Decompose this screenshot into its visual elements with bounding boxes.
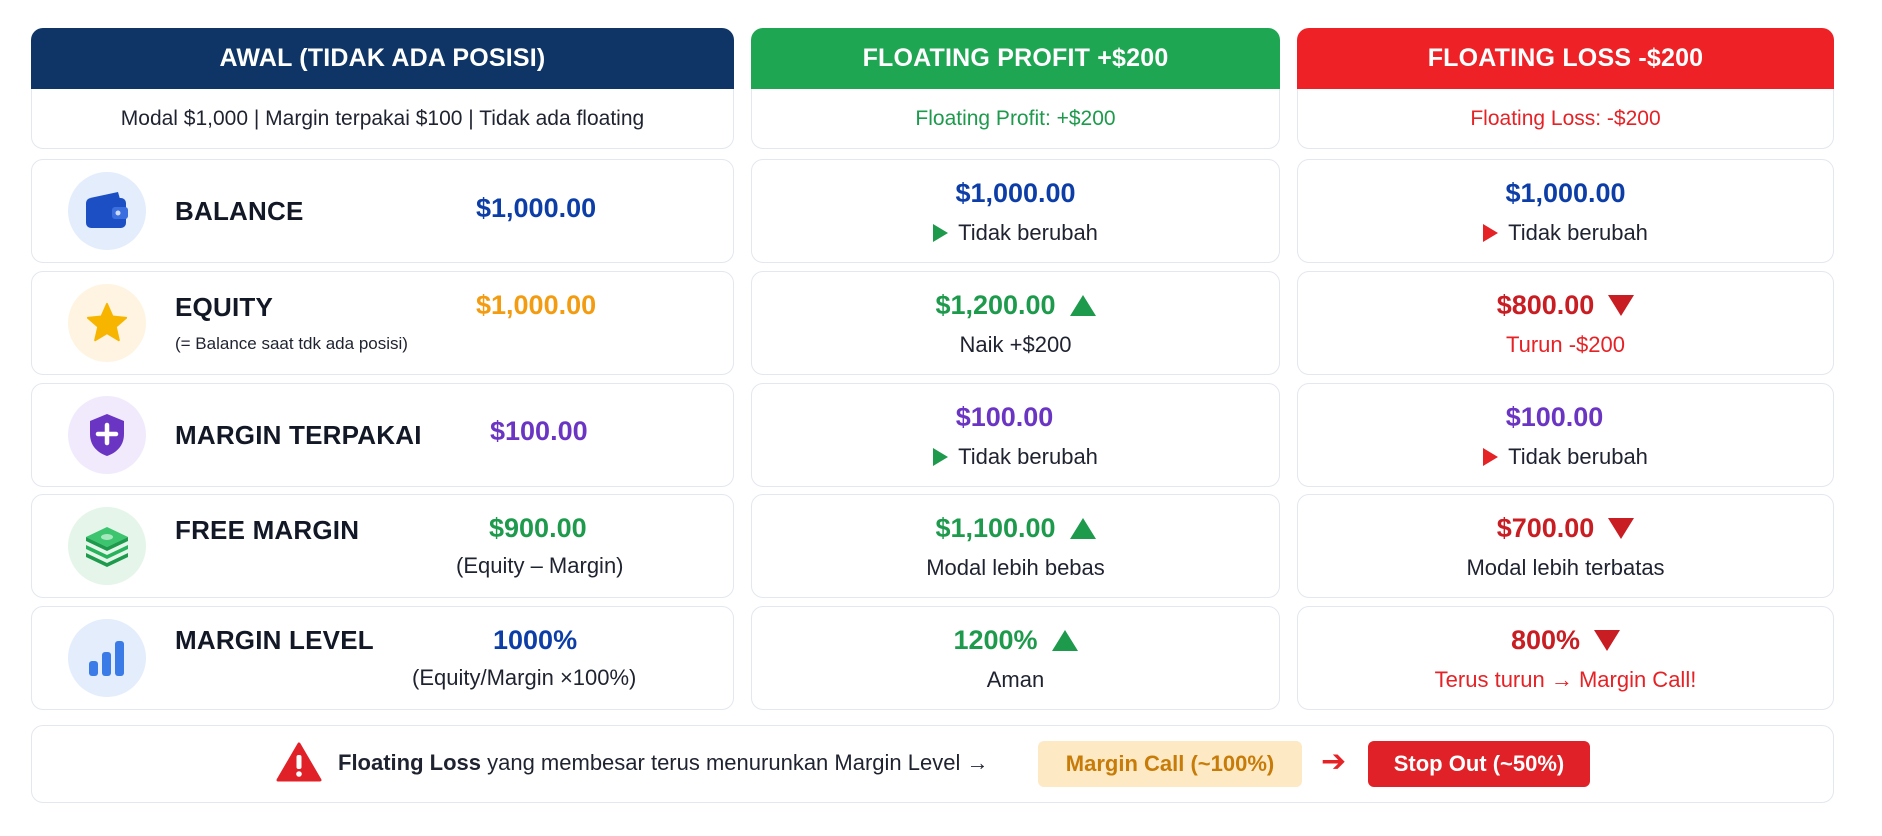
bar-chart-icon [68,619,146,697]
arrow-down-icon [1608,295,1635,316]
shield-icon [68,396,146,474]
note-equity-profit: Naik +$200 [959,332,1072,357]
star-icon [68,284,146,362]
row-equity-profit: $1,200.00 Naik +$200 [751,271,1280,375]
label-equity: EQUITY [175,292,273,322]
note-free-margin-profit: Modal lebih bebas [926,555,1105,580]
column-sub-profit: Floating Profit: +$200 [751,89,1280,149]
value-equity-profit: $1,200.00 [752,290,1279,321]
wallet-icon [68,172,146,250]
row-margin-level-profit: 1200% Aman [751,606,1280,710]
label-free-margin: FREE MARGIN [175,515,360,545]
note-margin-level-loss: Terus turun → Margin Call! [1434,667,1697,692]
play-icon [933,224,949,242]
note-balance-profit: Tidak berubah [752,220,1279,246]
note-margin-level: (Equity/Margin ×100%) [412,665,637,690]
arrow-up-icon [1069,295,1096,316]
arrow-right-icon: ➔ [1321,745,1347,778]
value-equity-loss: $800.00 [1298,290,1833,321]
value-balance-awal: $1,000.00 [476,193,597,223]
row-margin-loss: $100.00 Tidak berubah [1297,383,1834,487]
value-free-margin-loss: $700.00 [1298,513,1833,544]
note-free-margin: (Equity – Margin) [456,553,624,578]
row-balance: BALANCE $1,000.00 [31,159,734,263]
margin-call-badge: Margin Call (~100%) [1038,741,1302,787]
play-icon [1483,224,1499,242]
value-margin-loss: $100.00 [1505,402,1604,432]
column-sub-awal: Modal $1,000 | Margin terpakai $100 | Ti… [31,89,734,149]
note-margin-profit: Tidak berubah [752,444,1279,470]
row-equity: EQUITY (= Balance saat tdk ada posisi) $… [31,271,734,375]
sublabel-equity: (= Balance saat tdk ada posisi) [175,334,408,353]
column-header-profit: FLOATING PROFIT +$200 [751,28,1280,89]
arrow-up-icon [1069,518,1096,539]
label-balance: BALANCE [175,196,304,226]
column-header-loss: FLOATING LOSS -$200 [1297,28,1834,89]
value-free-margin-awal: $900.00 [489,513,587,543]
row-free-margin-loss: $700.00 Modal lebih terbatas [1297,494,1834,598]
label-margin-terpakai: MARGIN TERPAKAI [175,420,422,450]
value-margin-level-awal: 1000% [493,625,578,655]
play-icon [933,448,949,466]
value-balance-loss: $1,000.00 [1505,178,1626,208]
row-margin-level: MARGIN LEVEL 1000% (Equity/Margin ×100%) [31,606,734,710]
footer-warning-bar: Floating Loss yang membesar terus menuru… [31,725,1834,803]
note-margin-loss: Tidak berubah [1298,444,1833,470]
value-margin-level-loss: 800% [1298,625,1833,656]
warning-icon [276,741,322,788]
row-balance-profit: $1,000.00 Tidak berubah [751,159,1280,263]
money-stack-icon [68,507,146,585]
column-header-awal: AWAL (TIDAK ADA POSISI) [31,28,734,89]
row-equity-loss: $800.00 Turun -$200 [1297,271,1834,375]
arrow-up-icon [1051,630,1078,651]
note-margin-level-profit: Aman [986,667,1045,692]
play-icon [1483,448,1499,466]
column-profit: FLOATING PROFIT +$200 Floating Profit: +… [751,28,1280,710]
row-balance-loss: $1,000.00 Tidak berubah [1297,159,1834,263]
footer-text: Floating Loss yang membesar terus menuru… [338,750,989,775]
row-margin-level-loss: 800% Terus turun → Margin Call! [1297,606,1834,710]
arrow-down-icon [1594,630,1621,651]
value-margin-awal: $100.00 [490,416,588,446]
column-awal: AWAL (TIDAK ADA POSISI) Modal $1,000 | M… [31,28,734,710]
row-free-margin: FREE MARGIN $900.00 (Equity – Margin) [31,494,734,598]
value-free-margin-profit: $1,100.00 [752,513,1279,544]
note-free-margin-loss: Modal lebih terbatas [1466,555,1665,580]
value-balance-profit: $1,000.00 [955,178,1076,208]
note-equity-loss: Turun -$200 [1505,332,1626,357]
value-margin-level-profit: 1200% [752,625,1279,656]
value-equity-awal: $1,000.00 [476,290,597,320]
row-margin-terpakai: MARGIN TERPAKAI $100.00 [31,383,734,487]
stop-out-badge: Stop Out (~50%) [1368,741,1590,787]
arrow-down-icon [1608,518,1635,539]
column-loss: FLOATING LOSS -$200 Floating Loss: -$200… [1297,28,1834,710]
label-margin-level: MARGIN LEVEL [175,625,374,655]
value-margin-profit: $100.00 [955,402,1054,432]
row-free-margin-profit: $1,100.00 Modal lebih bebas [751,494,1280,598]
column-sub-loss: Floating Loss: -$200 [1297,89,1834,149]
note-balance-loss: Tidak berubah [1298,220,1833,246]
row-margin-profit: $100.00 Tidak berubah [751,383,1280,487]
